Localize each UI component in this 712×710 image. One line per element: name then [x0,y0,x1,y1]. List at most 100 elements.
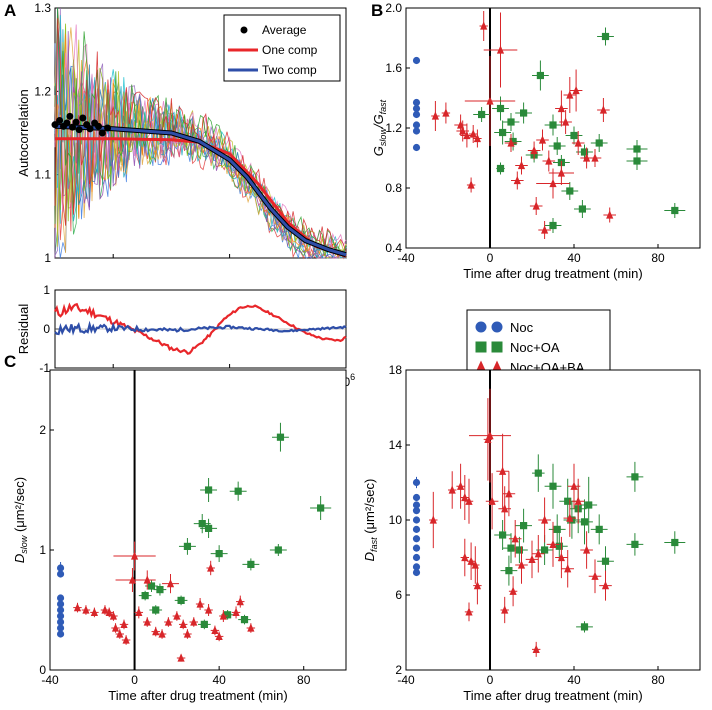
data-point-triangle [467,556,475,565]
data-point-circle [412,501,421,509]
average-point [66,112,74,120]
data-point-triangle [541,225,549,234]
data-point-triangle [219,611,227,620]
data-point-triangle [143,575,151,584]
y-tick-label: 1.1 [34,168,51,182]
data-point-triangle [511,534,519,543]
data-point-triangle [557,103,565,113]
data-point-circle [56,570,65,578]
data-point-triangle [143,617,151,626]
data-point-square [541,546,549,554]
data-point-triangle [574,496,582,505]
data-point-triangle [549,539,557,548]
data-point-circle [56,630,65,638]
x-tick-label: -40 [397,673,415,687]
data-point-triangle [90,607,98,616]
residual-one-comp-line [54,302,347,355]
data-point-square [601,32,610,41]
data-point-triangle [480,21,488,30]
data-point-square [177,596,185,604]
data-point-square [578,205,586,213]
data-point-triangle [564,564,572,573]
data-point-circle [56,600,65,608]
average-point [86,125,94,133]
data-point-triangle [173,611,181,620]
y-tick-label: -1 [39,361,50,375]
y-axis-label: Residual [16,304,31,355]
y-tick-label: 2 [39,423,46,437]
data-point-triangle [505,489,513,498]
average-point [98,129,106,137]
dfast-plot: -40 0 40 80 2 6 10 14 18 Time after drug treatmen… [362,363,701,703]
data-point-triangle [591,571,599,580]
data-point-triangle [583,153,591,162]
data-point-triangle [499,466,507,475]
data-point-triangle [122,635,130,644]
data-point-square [478,110,486,119]
average-point [95,122,103,130]
x-axis-label: Time after drug treatment (min) [463,688,642,703]
data-point-triangle [566,90,574,99]
data-point-triangle [457,481,465,490]
data-point-square [224,611,232,619]
data-point-triangle [534,549,542,558]
data-point-square [580,623,589,631]
data-point-square [585,501,593,509]
residual-plot: -101102104106ResidualTime (μsec) [16,283,355,407]
average-point [104,124,112,132]
data-point-square [555,542,563,550]
y-tick-label: 2.0 [385,1,402,15]
y-tick-label: 14 [389,438,403,452]
data-point-circle [56,594,65,602]
data-point-triangle [82,605,90,614]
data-point-triangle [130,551,139,560]
data-point-square [595,525,603,533]
data-point-triangle [496,45,505,54]
data-point-square [553,525,561,533]
data-point-square [520,109,528,117]
gslow-gfast-plot: -40 0 40 80 0.4 0.8 1.2 1.6 2.0 Time after drug t… [371,1,701,281]
data-point-square [520,522,528,530]
y-axis-label: Dslow (μm²/sec) [12,477,29,563]
data-point-square [274,546,282,554]
data-point-triangle [429,515,437,524]
data-point-triangle [507,138,515,147]
autocorrelation-plot: 1 1.1 1.2 1.3 Average One comp Two comp Autocor… [16,1,347,265]
x-tick-label: 0 [131,673,138,687]
x-tick-label: 40 [567,673,581,687]
data-point-square [566,187,574,195]
legend-marker-square [491,341,503,353]
data-point-triangle [111,623,120,632]
data-point-triangle [448,485,456,494]
data-point-circle [412,516,421,524]
data-point-triangle [599,105,607,114]
data-point-triangle [528,554,536,563]
data-point-square [564,497,572,505]
data-point-square [570,131,578,140]
data-point-square [580,518,589,526]
data-point-square [183,542,192,550]
data-point-square [204,524,213,532]
y-tick-label: 0 [39,663,46,677]
data-point-square [499,531,507,539]
data-point-triangle [152,627,160,636]
data-point-circle [412,525,421,533]
x-tick-label: 0 [487,251,494,265]
data-point-triangle [204,605,213,614]
data-point-square [631,540,639,548]
data-point-triangle [459,126,467,135]
autocorrelation-trace [54,7,347,254]
data-point-square [633,157,641,165]
data-point-square [147,582,156,590]
y-tick-label: 1.6 [385,61,402,75]
data-point-triangle [557,168,565,177]
data-point-square [496,164,505,173]
x-tick-label: 80 [651,251,665,265]
data-point-triangle [570,481,578,490]
data-point-triangle [545,156,553,165]
data-point-square [276,433,285,441]
x-tick-label: 40 [212,673,226,687]
y-tick-label: 1.3 [34,1,51,15]
y-tick-label: 0.8 [385,181,402,195]
y-axis-label: Dfast (μm²/sec) [362,479,379,562]
